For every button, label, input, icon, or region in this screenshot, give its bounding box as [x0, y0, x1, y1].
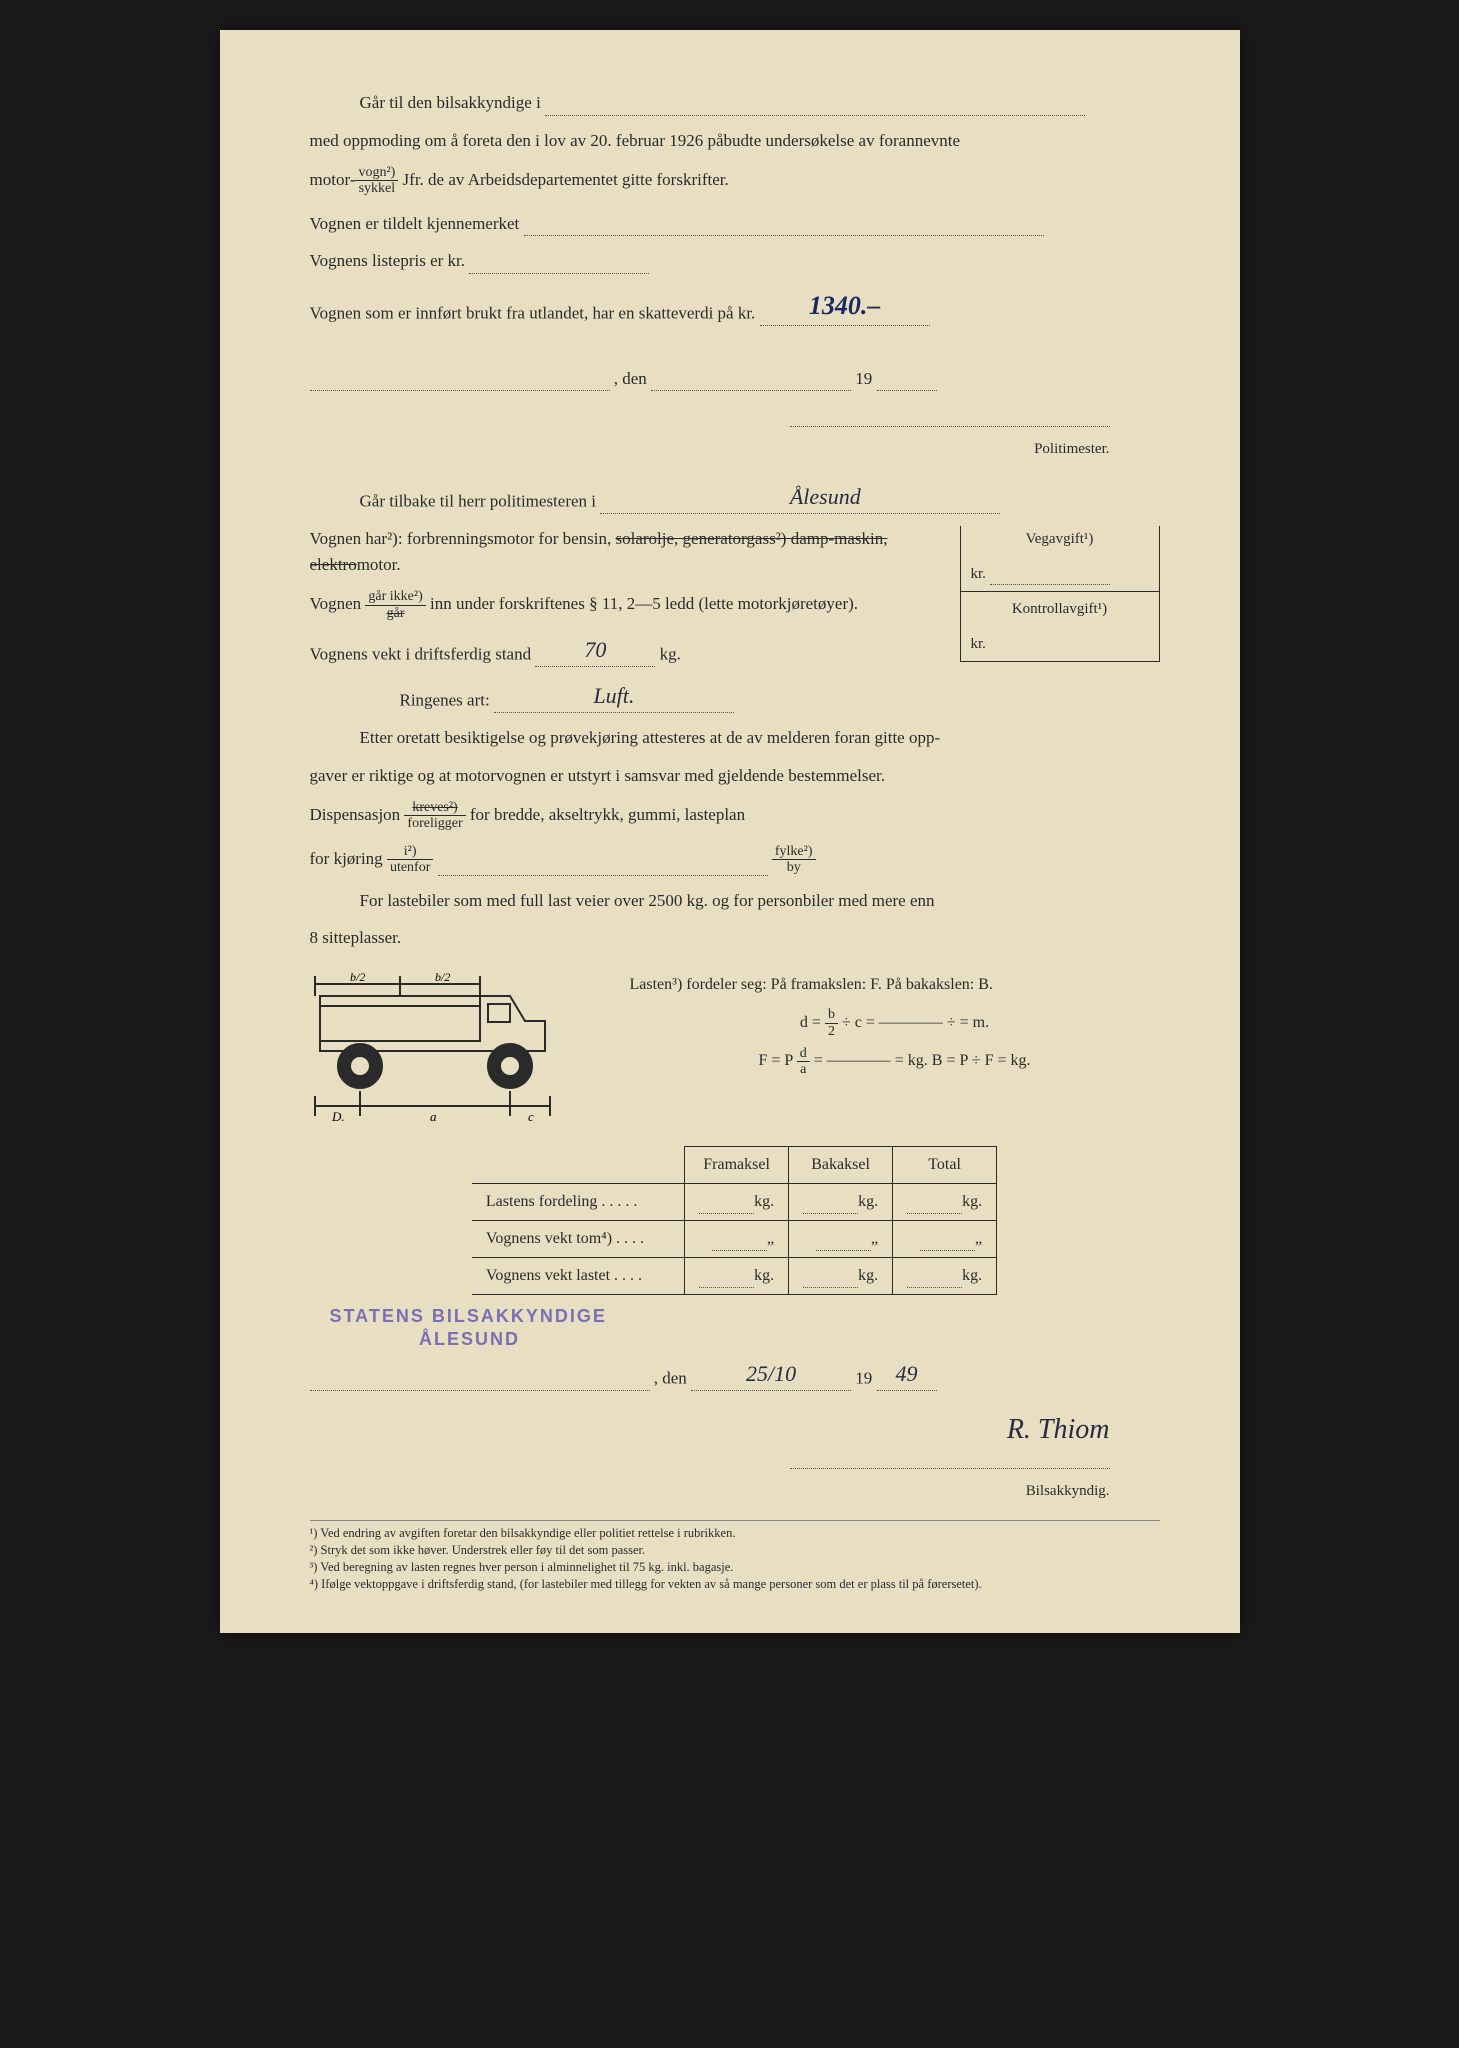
truck-formula-row: D. a c b/2 b/2 Lasten³) fordeler seg: På…	[310, 966, 1160, 1126]
blank: Luft.	[494, 679, 734, 713]
formula-header: Lasten³) fordeler seg: På framakslen: F.…	[630, 966, 1160, 1004]
row-label: Vognens vekt lastet . . . .	[472, 1257, 685, 1294]
line-1: Går til den bilsakkyndige i	[310, 90, 1160, 116]
formula-block: Lasten³) fordeler seg: På framakslen: F.…	[630, 966, 1160, 1081]
line-13: for kjøring i²)utenfor fylke²)by	[310, 844, 1160, 876]
text: Vognen er tildelt kjennemerket	[310, 214, 520, 233]
weight-table: Framaksel Bakaksel Total Lastens fordeli…	[472, 1146, 997, 1295]
blank	[651, 374, 851, 391]
text: 19	[855, 369, 872, 388]
formula-2: F = P da = ———— = kg. B = P ÷ F = kg.	[630, 1042, 1160, 1080]
line-4: Vognens listepris er kr.	[310, 248, 1160, 274]
text: Jfr. de av Arbeidsdepartementet gitte fo…	[398, 170, 728, 189]
blank	[310, 374, 610, 391]
text: Vognen har²): forbrenningsmotor for bens…	[310, 529, 616, 548]
handwritten-signature: R. Thiom	[1007, 1414, 1110, 1445]
truck-diagram-icon: D. a c b/2 b/2	[310, 966, 600, 1126]
line-11b: gaver er riktige og at motorvognen er ut…	[310, 763, 1160, 789]
blank	[469, 257, 649, 274]
blank: 70	[535, 633, 655, 667]
stamp: STATENS BILSAKKYNDIGE ÅLESUND	[330, 1305, 1160, 1352]
fee-label-1: Vegavgift¹)	[961, 526, 1159, 557]
text: Ringenes art:	[400, 691, 490, 710]
text: Vognen som er innført brukt fra utlandet…	[310, 303, 756, 322]
text: Går til den bilsakkyndige i	[360, 93, 541, 112]
unit: kg.	[660, 645, 681, 664]
engine-section: Vegavgift¹) kr. Kontrollavgift¹) kr. Vog…	[310, 526, 1160, 679]
footnotes: ¹) Ved endring av avgiften foretar den b…	[310, 1520, 1160, 1593]
footnote-1: ¹) Ved endring av avgiften foretar den b…	[310, 1525, 1160, 1542]
svg-text:D.: D.	[331, 1109, 345, 1124]
fraction-kjoring: i²)utenfor	[387, 844, 433, 876]
date-line-1: , den 19	[310, 366, 1160, 392]
blank	[877, 374, 937, 391]
line-14a: For lastebiler som med full last veier o…	[310, 888, 1160, 914]
signature-label: Politimester.	[1034, 441, 1109, 457]
svg-text:b/2: b/2	[350, 970, 365, 984]
svg-text:b/2: b/2	[435, 970, 450, 984]
th-bakaksel: Bakaksel	[789, 1146, 893, 1183]
footnote-3: ³) Ved beregning av lasten regnes hver p…	[310, 1559, 1160, 1576]
blank: Ålesund	[600, 480, 1000, 514]
text: 19	[855, 1369, 872, 1388]
stamp-line-1: STATENS BILSAKKYNDIGE	[330, 1305, 1160, 1328]
line-14b: 8 sitteplasser.	[310, 925, 1160, 951]
text: for kjøring	[310, 849, 387, 868]
signature-block-2: R. Thiom Bilsakkyndig.	[310, 1409, 1110, 1502]
text: motor-	[310, 170, 356, 189]
line-2b: motor-vogn²)sykkel Jfr. de av Arbeidsdep…	[310, 165, 1160, 197]
text: Dispensasjon	[310, 805, 405, 824]
footnote-2: ²) Stryk det som ikke høver. Understrek …	[310, 1542, 1160, 1559]
text: Vognens vekt i driftsferdig stand	[310, 645, 532, 664]
blank: 49	[877, 1357, 937, 1391]
line-3: Vognen er tildelt kjennemerket	[310, 211, 1160, 237]
line-10: Ringenes art: Luft.	[400, 679, 1160, 713]
signature-block-1: Politimester.	[310, 409, 1110, 460]
svg-text:a: a	[430, 1109, 437, 1124]
handwritten-place: Ålesund	[790, 484, 861, 509]
text: med oppmoding om å foreta den i lov av 2…	[310, 131, 961, 150]
fraction-gar: går ikke²)går	[365, 589, 425, 621]
text: , den	[654, 1369, 687, 1388]
date-line-2: , den 25/10 19 49	[310, 1357, 1160, 1391]
text: inn under forskriftenes § 11, 2—5 ledd (…	[426, 594, 858, 613]
blank	[310, 1374, 650, 1391]
line-11a: Etter oretatt besiktigelse og prøvekjøri…	[310, 725, 1160, 751]
handwritten-year: 49	[896, 1361, 918, 1386]
row-label: Lastens fordeling . . . . .	[472, 1183, 685, 1220]
handwritten-date: 25/10	[746, 1361, 796, 1386]
footnote-4: ⁴) Ifølge vektoppgave i driftsferdig sta…	[310, 1576, 1160, 1593]
line-12: Dispensasjon kreves²)foreligger for bred…	[310, 800, 1160, 832]
signature-label: Bilsakkyndig.	[1026, 1483, 1110, 1499]
text: Vognen	[310, 594, 366, 613]
th-total: Total	[893, 1146, 997, 1183]
blank: 1340.–	[760, 286, 930, 326]
fee-label-2: Kontrollavgift¹)	[961, 591, 1159, 627]
document-page: Går til den bilsakkyndige i med oppmodin…	[220, 30, 1240, 1633]
handwritten-weight: 70	[584, 637, 606, 662]
line-5: Vognen som er innført brukt fra utlandet…	[310, 286, 1160, 326]
line-6: Går tilbake til herr politimesteren i Ål…	[310, 480, 1160, 514]
handwritten-value: 1340.–	[809, 291, 881, 320]
row-label: Vognens vekt tom⁴) . . . .	[472, 1220, 685, 1257]
blank	[524, 219, 1044, 236]
svg-text:c: c	[528, 1109, 534, 1124]
formula-1: d = b2 ÷ c = ———— ÷ = m.	[630, 1004, 1160, 1042]
text: for bredde, akseltrykk, gummi, lasteplan	[466, 805, 745, 824]
fee-box: Vegavgift¹) kr. Kontrollavgift¹) kr.	[960, 526, 1160, 662]
blank	[438, 859, 768, 876]
stamp-line-2: ÅLESUND	[330, 1328, 610, 1351]
text: Går tilbake til herr politimesteren i	[360, 492, 597, 511]
handwritten-rings: Luft.	[593, 683, 634, 708]
blank	[545, 99, 1085, 116]
fraction-vogn: vogn²)sykkel	[355, 165, 398, 197]
fraction-fylke: fylke²)by	[772, 844, 816, 876]
blank: 25/10	[691, 1357, 851, 1391]
th-framaksel: Framaksel	[685, 1146, 789, 1183]
text: , den	[614, 369, 647, 388]
line-2: med oppmoding om å foreta den i lov av 2…	[310, 128, 1160, 154]
text: Vognens listepris er kr.	[310, 251, 466, 270]
fraction-dispens: kreves²)foreligger	[404, 800, 465, 832]
